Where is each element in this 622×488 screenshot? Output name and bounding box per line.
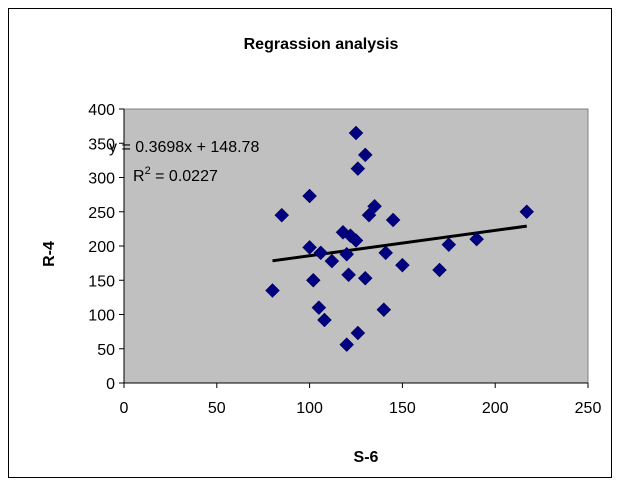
data-point <box>357 147 373 163</box>
data-point <box>317 312 332 328</box>
data-point <box>324 253 340 269</box>
y-axis-title: R-4 <box>41 241 58 267</box>
data-point <box>367 198 382 214</box>
y-tick-label: 200 <box>88 239 115 256</box>
y-axis: 0 50 100 150 200 250 300 350 400 <box>88 102 125 393</box>
data-point <box>341 267 356 283</box>
data-point <box>376 302 392 318</box>
data-point <box>432 262 447 278</box>
r-squared-label: R2 = 0.0227 <box>133 165 218 185</box>
data-point <box>378 245 394 261</box>
data-point <box>265 283 280 298</box>
chart-title: Regrassion analysis <box>244 36 399 53</box>
y-tick-label: 50 <box>97 342 115 359</box>
data-point <box>385 212 401 228</box>
x-tick-label: 0 <box>120 400 129 417</box>
y-tick-label: 250 <box>88 205 115 222</box>
data-point <box>395 257 410 273</box>
data-point <box>339 337 355 352</box>
x-axis-title: S-6 <box>354 449 379 466</box>
data-point <box>357 270 373 286</box>
r-squared-value: = 0.0227 <box>151 168 218 185</box>
data-point <box>350 325 366 341</box>
data-point <box>311 300 327 316</box>
x-tick-label: 200 <box>482 400 509 417</box>
x-tick-label: 150 <box>389 400 416 417</box>
data-point <box>348 233 364 248</box>
x-tick-label: 250 <box>575 400 602 417</box>
data-point <box>305 272 321 288</box>
data-points <box>265 125 535 352</box>
x-tick-label: 50 <box>208 400 226 417</box>
data-point <box>302 188 317 204</box>
y-tick-label: 0 <box>106 376 115 393</box>
trendline <box>272 224 527 263</box>
x-tick-label: 100 <box>296 400 323 417</box>
data-point <box>302 240 317 255</box>
x-axis: 0 50 100 150 200 250 <box>120 382 602 417</box>
data-point <box>339 246 355 262</box>
data-point <box>469 231 484 247</box>
data-point <box>441 237 457 252</box>
data-point <box>313 245 329 261</box>
y-tick-label: 300 <box>88 171 115 188</box>
y-tick-label: 150 <box>88 273 115 290</box>
data-point <box>274 207 290 223</box>
data-point <box>361 207 377 223</box>
scatter-chart: Regrassion analysis 05010015020025030035… <box>41 36 602 466</box>
y-tick-label: 400 <box>88 102 115 119</box>
data-point <box>519 204 535 220</box>
y-tick-label: 100 <box>88 308 115 325</box>
trendline-equation: y = 0.3698x + 148.78 <box>109 139 259 156</box>
r-squared-exponent: 2 <box>145 165 151 177</box>
r-squared-symbol: R <box>133 168 145 185</box>
chart-frame: Regrassion analysis 0 50 100 150 200 250 300 35… <box>8 8 612 478</box>
data-point <box>350 161 366 176</box>
y-tick-label: 350 <box>88 136 115 153</box>
data-point <box>348 125 364 141</box>
